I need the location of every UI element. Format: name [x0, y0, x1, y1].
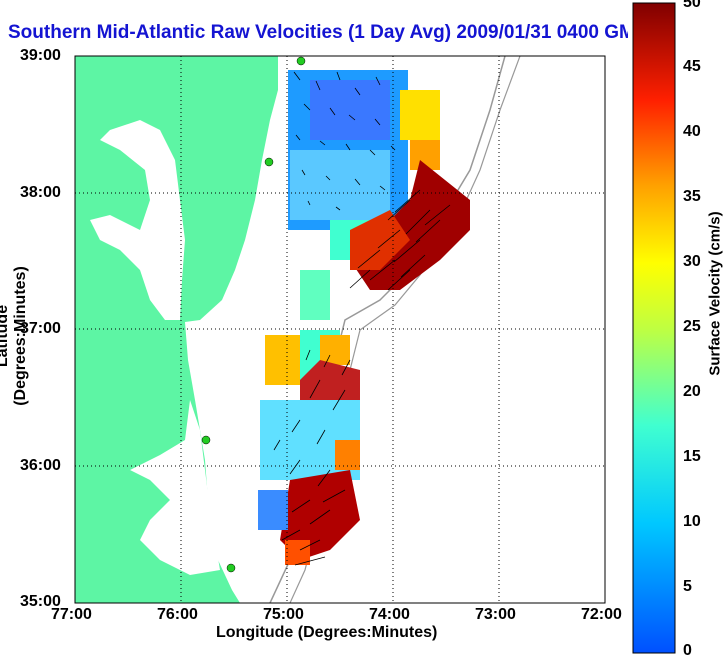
- xtick-label: 72:00: [581, 606, 622, 623]
- colorbar-tick: 40: [683, 123, 701, 140]
- velocity-field-north: [288, 70, 470, 320]
- ytick-label: 39:00: [20, 47, 61, 64]
- colorbar-tick: 15: [683, 448, 701, 465]
- xtick-label: 75:00: [263, 606, 304, 623]
- sound-water: [130, 400, 220, 575]
- colorbar-tick: 45: [683, 58, 701, 75]
- y-axis-label: Latitude (Degrees:Minutes): [0, 266, 29, 406]
- station-marker-1: [296, 56, 306, 66]
- bay-water: [90, 120, 185, 320]
- grid-lines: [75, 56, 605, 603]
- colorbar-tick: 10: [683, 513, 701, 530]
- plot-border: [74, 55, 606, 604]
- station-marker-3: [201, 435, 211, 445]
- colorbar: [632, 2, 676, 654]
- xtick-label: 76:00: [157, 606, 198, 623]
- ytick-label: 35:00: [20, 593, 61, 610]
- station-marker-2: [264, 157, 274, 167]
- ytick-label: 37:00: [20, 320, 61, 337]
- colorbar-tick: 20: [683, 383, 701, 400]
- xtick-label: 77:00: [51, 606, 92, 623]
- colorbar-tick: 5: [683, 578, 692, 595]
- colorbar-label: Surface Velocity (cm/s): [706, 211, 724, 376]
- xtick-label: 73:00: [475, 606, 516, 623]
- station-marker-4: [226, 563, 236, 573]
- ytick-label: 36:00: [20, 457, 61, 474]
- colorbar-tick: 35: [683, 188, 701, 205]
- xtick-label: 74:00: [369, 606, 410, 623]
- colorbar-tick: 0: [683, 642, 692, 659]
- colorbar-tick: 50: [683, 0, 701, 11]
- ytick-label: 38:00: [20, 184, 61, 201]
- colorbar-tick: 25: [683, 318, 701, 335]
- x-axis-label: Longitude (Degrees:Minutes): [216, 624, 438, 641]
- velocity-field-south: [258, 330, 360, 565]
- colorbar-tick: 30: [683, 253, 701, 270]
- map-title: Southern Mid-Atlantic Raw Velocities (1 …: [8, 22, 628, 43]
